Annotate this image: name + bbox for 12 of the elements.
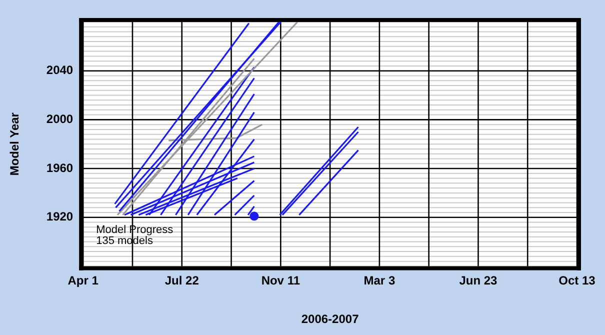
x-tick-label: Jul 22 — [164, 274, 200, 288]
y-tick-label: 1960 — [46, 160, 74, 175]
x-tick-label: Jun 23 — [459, 274, 498, 288]
x-axis-title: 2006-2007 — [301, 312, 360, 326]
x-tick-label: Nov 11 — [261, 274, 300, 288]
y-tick-label: 1920 — [46, 210, 74, 224]
x-tick-label: Mar 3 — [364, 274, 396, 288]
x-tick-label: Oct 13 — [558, 274, 596, 288]
y-tick-label: 2040 — [46, 63, 74, 78]
x-tick-label: Apr 1 — [68, 274, 99, 288]
y-axis-title: Model Year — [8, 112, 22, 176]
y-tick-label: 2000 — [46, 112, 74, 126]
